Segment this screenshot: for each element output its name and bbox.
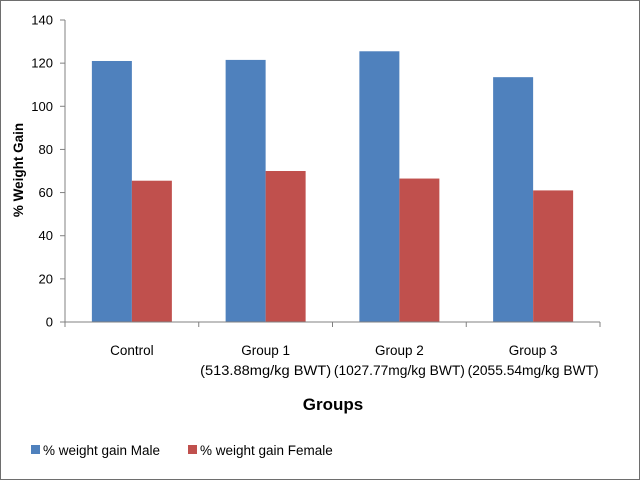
bar-female-1 [131,180,172,322]
legend-label-male: % weight gain Male [43,443,160,458]
x-category-label: Control [110,343,154,358]
legend: % weight gain Male % weight gain Female [31,443,333,458]
bar-female-4 [533,190,574,322]
y-axis-title: % Weight Gain [11,123,26,217]
bar-male-2 [225,59,266,323]
bar-male-4 [493,77,534,323]
x-category-label: Group 1 [241,343,290,358]
bar-female-2 [265,171,306,322]
y-tick-label: 80 [39,142,53,157]
y-tick-label: 100 [31,99,53,114]
x-category-label: (2055.54mg/kg BWT) [468,363,599,378]
legend-swatch-male [31,445,40,454]
y-tick-label: 60 [39,185,53,200]
y-tick-label: 140 [31,13,53,28]
x-category-label: (1027.77mg/kg BWT) [334,363,465,378]
bar-male-1 [91,60,132,322]
x-axis-title: Groups [303,395,363,414]
x-category-labels: Control Group 1 (513.88mg/kg BWT) Group 2 (1… [110,343,599,378]
y-tick-label: 120 [31,56,53,71]
y-tick-label: 0 [46,315,53,330]
y-tick-label: 40 [39,228,53,243]
y-tick-label: 20 [39,271,53,286]
legend-swatch-female [188,445,197,454]
bar-female-3 [399,178,440,322]
y-tick-labels: 0 20 40 60 80 100 120 140 [31,13,53,330]
x-category-label: Group 2 [375,343,424,358]
legend-label-female: % weight gain Female [200,443,333,458]
x-category-label: Group 3 [509,343,558,358]
axes-layer [60,19,601,327]
x-category-label: (513.88mg/kg BWT) [200,363,331,378]
bar-male-3 [359,51,400,323]
bars-layer [91,51,574,323]
